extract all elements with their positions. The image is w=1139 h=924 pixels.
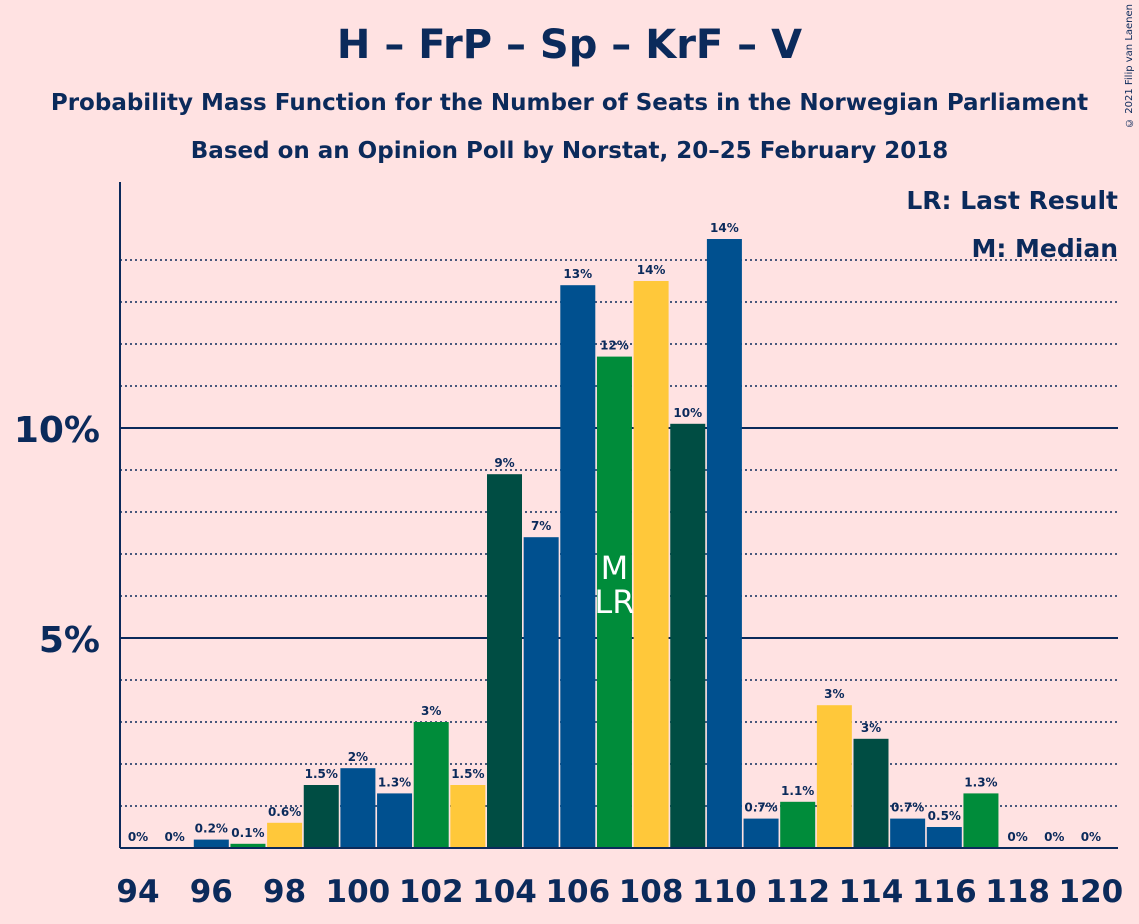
bar-label-seat-95: 0% (164, 830, 184, 844)
bar-label-seat-115: 0.7% (891, 801, 924, 815)
bar-label-seat-118: 0% (1007, 830, 1027, 844)
bar-label-seat-111: 0.7% (744, 801, 777, 815)
bar-seat-114 (853, 738, 889, 848)
bar-label-seat-116: 0.5% (928, 809, 961, 823)
bar-label-seat-101: 1.3% (378, 775, 411, 789)
y-tick-label: 10% (14, 410, 100, 451)
bar-label-seat-120: 0% (1081, 830, 1101, 844)
bar-seat-101 (377, 793, 413, 848)
last-result-marker: LR (594, 583, 634, 621)
bar-seat-98 (267, 822, 303, 848)
chart-subtitle-1: Probability Mass Function for the Number… (50, 90, 1089, 116)
x-tick-label: 98 (263, 874, 306, 910)
bar-label-seat-105: 7% (531, 519, 551, 533)
bar-label-seat-103: 1.5% (451, 767, 484, 781)
axes: 5% 10% 94 96 98 100 102 104 106 108 110 112 114 116 11… (14, 182, 1123, 910)
bar-seat-99 (303, 785, 339, 848)
bar-label-seat-109: 10% (673, 406, 702, 420)
x-tick-label: 112 (765, 874, 830, 910)
bar-label-seat-119: 0% (1044, 830, 1064, 844)
bar-label-seat-100: 2% (348, 750, 368, 764)
x-tick-label: 104 (472, 874, 537, 910)
y-tick-label: 5% (39, 620, 100, 661)
bar-label-seat-104: 9% (494, 456, 514, 470)
x-tick-label: 94 (116, 874, 159, 910)
bar-seat-110 (706, 239, 742, 848)
bar-seat-103 (450, 785, 486, 848)
x-tick-label: 100 (326, 874, 391, 910)
x-tick-label: 110 (692, 874, 757, 910)
chart-subtitle-2: Based on an Opinion Poll by Norstat, 20–… (190, 138, 949, 164)
bar-label-seat-96: 0.2% (195, 822, 228, 836)
x-tick-label: 120 (1059, 874, 1124, 910)
bar-label-seat-102: 3% (421, 704, 441, 718)
x-tick-label: 116 (912, 874, 977, 910)
bar-label-seat-97: 0.1% (231, 826, 264, 840)
bar-seat-105 (523, 537, 559, 848)
bar-seat-96 (193, 839, 229, 848)
bar-seat-100 (340, 768, 376, 848)
bar-label-seat-110: 14% (710, 221, 739, 235)
bar-label-seat-99: 1.5% (305, 767, 338, 781)
bar-label-seat-117: 1.3% (964, 775, 997, 789)
bar-seat-104 (487, 474, 522, 848)
chart-title: H – FrP – Sp – KrF – V (336, 22, 803, 68)
bar-label-seat-94: 0% (128, 830, 148, 844)
x-tick-label: 106 (545, 874, 610, 910)
bar-seat-115 (890, 818, 926, 848)
bar-seat-112 (780, 801, 816, 848)
bar-seat-111 (743, 818, 779, 848)
x-tick-label: 102 (399, 874, 464, 910)
x-tick-label: 108 (619, 874, 684, 910)
bar-label-seat-107: 12% (600, 339, 629, 353)
bar-seat-108 (633, 281, 669, 848)
bar-label-seat-114: 3% (861, 721, 881, 735)
bar-seat-97 (230, 843, 266, 848)
bar-seat-107 (596, 356, 632, 848)
bar-seat-109 (670, 423, 706, 848)
bar-label-seat-106: 13% (563, 267, 592, 281)
bar-label-seat-98: 0.6% (268, 805, 301, 819)
bars: 0% 0% 0.2% 0.1% 0.6% 1.5% 2% 1.3% 3% 1.5% 9% 7% 13% 1… (128, 221, 1101, 848)
median-marker: M (601, 549, 629, 587)
bar-label-seat-108: 14% (637, 263, 666, 277)
x-tick-label: 114 (839, 874, 904, 910)
legend-median: M: Median (971, 234, 1118, 263)
bar-label-seat-112: 1.1% (781, 784, 814, 798)
x-tick-label: 96 (190, 874, 233, 910)
bar-seat-117 (963, 793, 999, 848)
bar-seat-116 (926, 827, 962, 848)
x-tick-label: 118 (985, 874, 1050, 910)
bar-label-seat-113: 3% (824, 687, 844, 701)
bar-seat-106 (560, 285, 596, 848)
bar-seat-102 (413, 722, 449, 848)
bar-seat-113 (816, 705, 852, 848)
legend-last-result: LR: Last Result (906, 186, 1118, 215)
